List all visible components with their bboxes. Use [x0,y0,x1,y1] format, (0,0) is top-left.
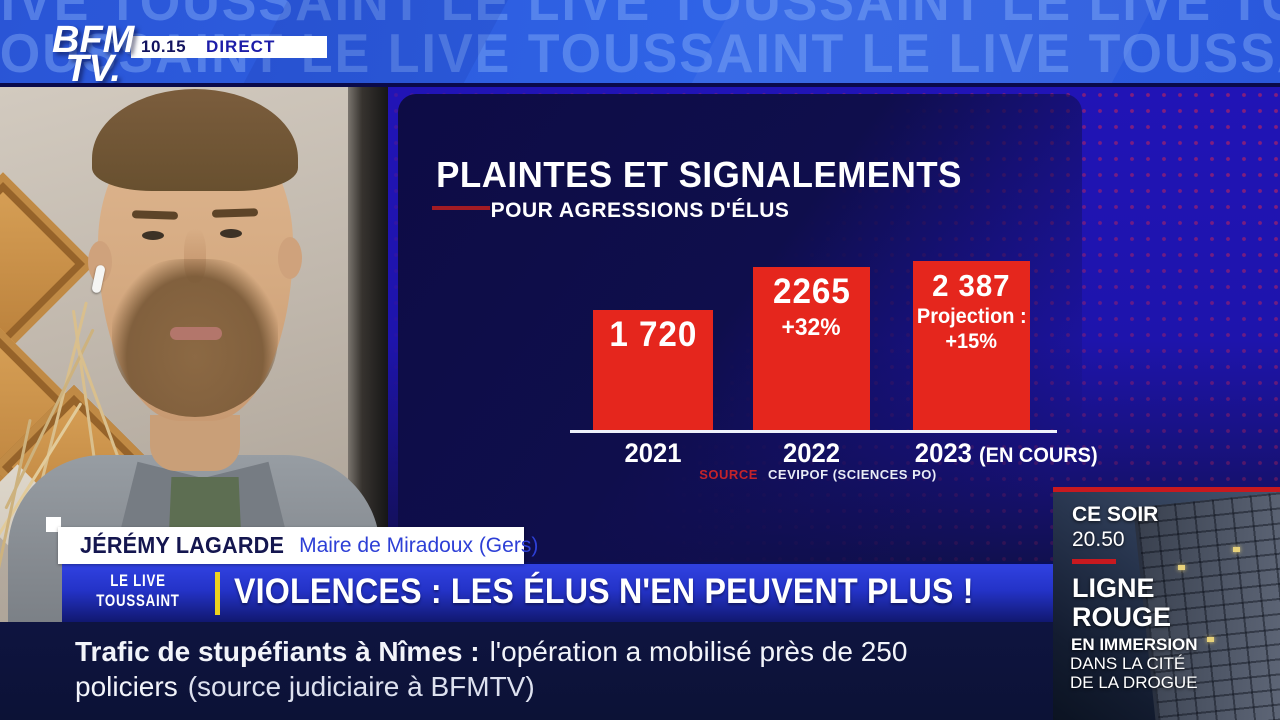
speaker-eyebrow [131,210,179,220]
ticker-body2: policiers [75,671,178,702]
speaker-mouth [170,327,222,340]
badge-separator [215,572,220,615]
speaker-eyebrow [211,208,259,218]
x-axis-baseline [570,430,1057,433]
x-label-2023-year: 2023 [914,438,972,468]
header-bar: LE LIVE TOUSSAINT LE LIVE TOUSSAINT LE L… [0,0,1280,87]
source-text: CEVIPOF (SCIENCES PO) [768,467,937,482]
ticker-text: Trafic de stupéfiants à Nîmes : l'opérati… [75,634,1025,704]
bar-2021-value: 1 720 [609,315,697,354]
bar-2023-projection-value: +15% [945,330,998,353]
bfmtv-logo: BFM TV. [52,19,135,87]
title-underline-accent [432,206,490,210]
speaker-head [88,89,303,429]
chart-card: PLAINTES ET SIGNALEMENTS POUR AGRESSIONS… [398,94,1098,562]
promo-time: 20.50 [1072,528,1125,551]
bfmtv-logo-line2: TV. [65,48,121,87]
watermark-row: LE LIVE TOUSSAINT LE LIVE TOUSSAINT LE L… [0,0,1280,33]
source-label: SOURCE [699,467,758,482]
promo-red-line [1053,487,1280,492]
program-badge: LE LIVE TOUSSAINT [90,571,187,611]
speaker-hair [92,89,298,191]
speaker-role: Maire de Miradoux (Gers) [299,533,539,557]
promo-show-title-line1: LIGNE [1072,573,1155,603]
ticker-source: (source judiciaire à BFMTV) [187,671,535,702]
speaker-name: JÉRÉMY LAGARDE [80,532,285,558]
bar-2022: 2265 +32% [753,267,870,432]
chart-title: PLAINTES ET SIGNALEMENTS [436,154,962,195]
chart-source: SOURCE CEVIPOF (SCIENCES PO) [578,467,1058,482]
bar-2023: 2 387 Projection : +15% [913,261,1030,432]
banner-corner-square [46,517,61,532]
time-label: 10.15 [141,37,187,56]
bar-2023-projection-label: Projection : [916,305,1027,328]
speaker-eye [220,229,242,238]
ticker-body: l'opération a mobilisé près de 250 [489,636,908,667]
speaker-name-banner: JÉRÉMY LAGARDE Maire de Miradoux (Gers) [58,527,538,564]
ticker-lead: Trafic de stupéfiants à Nîmes : [75,636,480,667]
promo-subtitle-line2: DANS LA CITÉ [1070,654,1186,673]
bar-2022-value: 2265 [772,272,851,311]
live-badge: DIRECT [206,37,276,56]
live-strip: 10.15 DIRECT [131,36,327,58]
news-ticker: Trafic de stupéfiants à Nîmes : l'opérati… [0,622,1053,720]
bfmtv-logo-line1: BFM [52,19,135,61]
chart-subtitle: POUR AGRESSIONS D'ÉLUS [490,199,790,222]
promo-subtitle-line1: EN IMMERSION [1071,635,1198,654]
lit-window [1178,565,1185,570]
program-badge-line1: LE LIVE [110,571,166,590]
promo-subtitle-line3: DE LA DROGUE [1070,673,1198,692]
x-label-2023: 2023 (EN COURS) [915,438,1098,469]
promo-show-title-line2: ROUGE [1072,602,1172,632]
x-label-2023-suffix: (EN COURS) [979,444,1098,467]
speaker-ear [278,237,302,279]
bar-2022-growth: +32% [782,314,841,341]
speaker-eye [142,231,164,240]
x-label-2021: 2021 [624,438,682,468]
lit-window [1207,637,1214,642]
bar-2023-value: 2 387 [932,268,1011,303]
promo-kicker: CE SOIR [1072,503,1159,526]
promo-box: CE SOIR 20.50 LIGNE ROUGE EN IMMERSION D… [1053,487,1280,720]
headline-text: VIOLENCES : LES ÉLUS N'EN PEUVENT PLUS ! [234,572,974,611]
lit-window [1233,547,1240,552]
bar-2021: 1 720 [593,310,713,432]
x-label-2022: 2022 [782,438,841,468]
promo-red-dash [1072,559,1116,564]
headline-banner: LE LIVE TOUSSAINT VIOLENCES : LES ÉLUS N… [62,562,1053,622]
program-badge-line2: TOUSSAINT [96,591,180,610]
speaker-neck [150,415,240,471]
